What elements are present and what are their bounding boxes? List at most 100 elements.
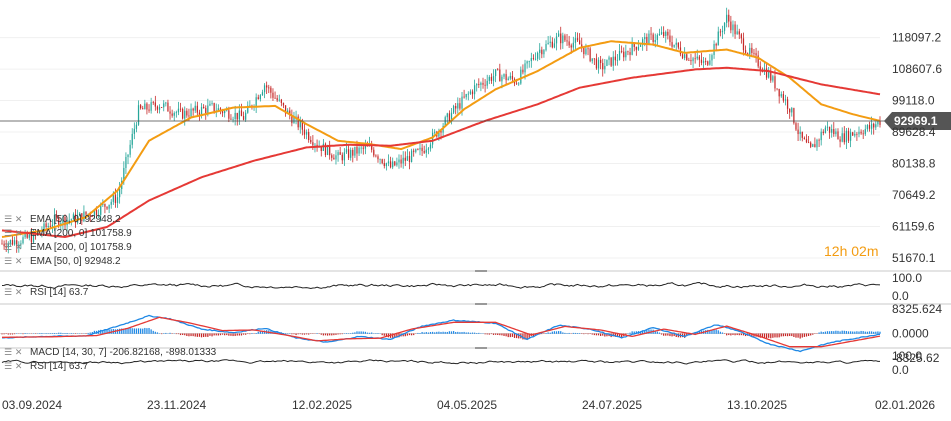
macd-histogram-bar [360, 331, 362, 334]
candle-body [118, 189, 121, 198]
candle-body [780, 94, 782, 97]
candle-body [696, 56, 698, 59]
macd-histogram-bar [646, 330, 648, 334]
macd-histogram-bar [282, 333, 285, 334]
candle-body [371, 144, 373, 150]
candle-body [64, 216, 66, 226]
macd-histogram-bar [371, 332, 373, 334]
macd-histogram-bar [473, 332, 476, 334]
candle-body [375, 155, 377, 157]
rsi-panel-bottom[interactable]: RSI [14] 63.7 ☰ ✕ 100.00.0 [1, 349, 922, 377]
macd-histogram-bar [621, 333, 623, 338]
candle-body [803, 137, 806, 140]
candle-body [444, 117, 446, 126]
candle-body [280, 99, 282, 103]
indicator-legend[interactable]: ☰ ✕ EMA [50, 0] 92948.2 ☰ ✕ EMA [200, 0] 10… [4, 214, 132, 267]
candle-body [730, 21, 732, 31]
candle-body [413, 150, 415, 152]
candle-body [536, 52, 539, 59]
candle-body [805, 139, 808, 143]
candle-body [807, 142, 810, 144]
macd-histogram-bar [828, 331, 831, 334]
candle-body [203, 106, 205, 109]
legend-settings-close-icon[interactable]: ☰ ✕ [4, 229, 22, 239]
candle-body [847, 130, 850, 141]
candle-body [684, 54, 686, 59]
candle-body [259, 95, 261, 100]
macd-line [1, 314, 881, 353]
macd-histogram-bar [404, 333, 406, 337]
macd-histogram-bar [751, 333, 753, 337]
macd-histogram-bar [633, 331, 635, 334]
rsi-panel-top[interactable]: RSI [14] 63.7 ☰ ✕ 100.0 0.0 [1, 271, 922, 303]
macd-histogram-bar [232, 333, 234, 337]
macd-histogram-bar [541, 333, 543, 335]
macd-histogram-bar [207, 333, 209, 337]
candle-body [753, 52, 755, 54]
candle-body [839, 139, 841, 142]
macd-histogram-bar [572, 332, 574, 334]
rsi-settings-close-icon[interactable]: ☰ ✕ [4, 288, 22, 298]
y-tick-label: 118097.2 [892, 31, 941, 45]
legend-settings-close-icon[interactable]: ☰ ✕ [4, 243, 22, 253]
candle-body [618, 50, 621, 60]
candle-body [616, 59, 619, 61]
candle-body [520, 69, 522, 84]
candle-body [93, 209, 96, 217]
macd-histogram-bar [331, 333, 333, 336]
candle-body [484, 84, 486, 86]
macd-histogram-bar [656, 331, 658, 334]
macd-histogram-bar [234, 333, 236, 336]
macd-histogram-bar [144, 327, 146, 334]
macd-histogram-bar [438, 331, 440, 334]
x-tick-label: 24.07.2025 [582, 398, 642, 412]
candle-body [421, 147, 423, 152]
macd-histogram-bar [564, 332, 566, 334]
main-price-panel[interactable] [1, 7, 881, 254]
macd-histogram-bar [169, 332, 171, 334]
legend-entry: EMA [200, 0] 101758.9 [30, 228, 132, 239]
candle-body [108, 204, 110, 209]
macd-histogram-bar [152, 330, 154, 334]
x-tick-label: 02.01.2026 [875, 398, 935, 412]
macd-histogram-bar [719, 331, 721, 334]
legend-settings-close-icon[interactable]: ☰ ✕ [4, 257, 22, 267]
macd-panel[interactable]: MACD [14, 30, 7] -206.82168, -898.01333 ☰… [0, 302, 942, 365]
macd-histogram-bar [45, 333, 47, 334]
macd-histogram-bar [245, 333, 247, 335]
macd-histogram-bar [728, 333, 730, 336]
candle-body [352, 149, 354, 156]
candle-body [528, 61, 530, 62]
macd-histogram-bar [505, 333, 507, 337]
candle-body [841, 133, 843, 142]
candle-body [465, 94, 467, 98]
macd-histogram-bar [240, 333, 243, 336]
legend-entry: EMA [50, 0] 92948.2 [30, 214, 121, 225]
candle-body [331, 155, 333, 158]
macd-histogram-bar [768, 333, 770, 338]
candle-body [161, 107, 163, 108]
macd-histogram-bar [133, 328, 135, 334]
macd-histogram-bar [102, 330, 104, 334]
macd-histogram-bar [461, 332, 463, 334]
candle-body [238, 110, 240, 120]
macd-histogram-bar [858, 331, 860, 334]
macd-histogram-bar [293, 333, 295, 335]
macd-histogram-bar [350, 333, 352, 334]
candle-body [261, 92, 264, 96]
candle-body [49, 225, 51, 227]
candle-body [675, 42, 677, 45]
macd-histogram-bar [108, 329, 110, 334]
legend-settings-close-icon[interactable]: ☰ ✕ [4, 215, 22, 225]
rsi-settings-close-icon[interactable]: ☰ ✕ [4, 362, 22, 372]
macd-histogram-bar [684, 333, 686, 338]
macd-settings-close-icon[interactable]: ☰ ✕ [4, 348, 22, 358]
macd-histogram-bar [11, 333, 14, 335]
candle-body [717, 31, 719, 46]
macd-histogram-bar [774, 333, 776, 338]
macd-histogram-bar [116, 329, 119, 334]
macd-histogram-bar [648, 329, 650, 334]
candle-body [102, 203, 104, 206]
candle-body [629, 52, 631, 55]
